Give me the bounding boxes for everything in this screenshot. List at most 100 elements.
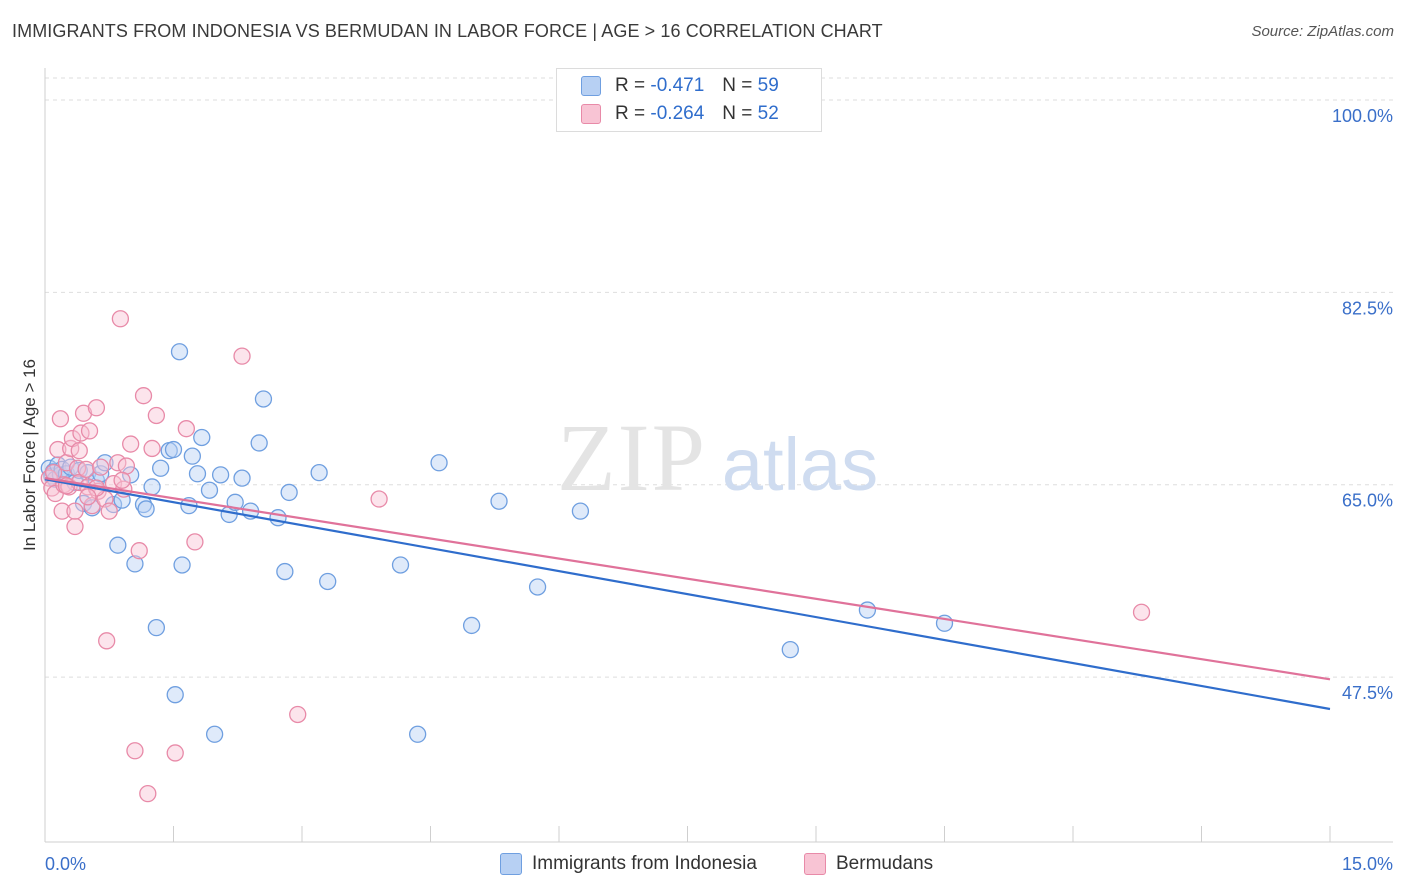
source-label: Source: ZipAtlas.com	[1251, 23, 1394, 40]
chart-title: IMMIGRANTS FROM INDONESIA VS BERMUDAN IN…	[12, 21, 883, 41]
watermark-zip: ZIP	[557, 404, 707, 511]
legend-row-indonesia: R = -0.471 N = 59	[581, 73, 779, 99]
legend-row-bermudans: R = -0.264 N = 52	[581, 101, 779, 127]
bermudan-point	[77, 460, 95, 478]
bermudan-point	[80, 422, 99, 440]
legend-r-label: R =	[615, 75, 646, 96]
y-tick-label: 47.5%	[1342, 683, 1393, 703]
indonesia-point	[200, 481, 219, 499]
series-legend: Immigrants from Indonesia Bermudans	[0, 850, 1406, 878]
bermudan-point	[117, 457, 136, 475]
bermudan-point	[122, 435, 140, 453]
bermudan-point	[139, 784, 157, 803]
indonesia-point	[205, 725, 224, 743]
indonesia-point	[166, 686, 184, 704]
y-tick-label: 65.0%	[1342, 491, 1393, 511]
indonesia-point	[147, 618, 166, 637]
legend-n-label: N =	[722, 103, 753, 124]
indonesia-point	[490, 492, 508, 510]
x-tick-label: 15.0%	[1342, 854, 1393, 874]
indonesia-point	[170, 343, 189, 361]
bermudan-point	[92, 458, 110, 476]
indonesia-point	[126, 555, 144, 573]
legend-r-value: -0.264	[650, 103, 705, 124]
legend-swatch-indonesia	[500, 853, 522, 875]
bermudan-point	[70, 442, 88, 460]
indonesia-point	[109, 536, 127, 554]
bermudan-point	[143, 439, 161, 458]
legend-n-value: 59	[757, 75, 779, 96]
indonesia-point	[462, 616, 481, 635]
indonesia-point	[151, 459, 170, 477]
bermudan-point	[177, 420, 196, 438]
indonesia-point	[122, 466, 140, 484]
indonesia-point	[571, 502, 590, 520]
indonesia-point	[254, 390, 273, 408]
legend-n-label: N =	[722, 75, 753, 96]
legend-swatch-bermudans	[804, 853, 826, 875]
legend-label-bermudans: Bermudans	[836, 853, 934, 874]
bermudan-point	[66, 502, 84, 520]
indonesia-point	[164, 440, 183, 459]
grid-lines	[45, 77, 1393, 678]
indonesia-point	[193, 428, 211, 447]
axes	[44, 68, 1393, 843]
legend-item-indonesia[interactable]: Immigrants from Indonesia	[500, 850, 757, 878]
bermudan-point	[74, 404, 93, 422]
indonesia-point	[269, 509, 287, 527]
bermudan-trend-line	[44, 477, 1331, 681]
indonesia-point	[143, 478, 161, 496]
bermudan-point	[100, 502, 118, 520]
indonesia-point	[188, 465, 207, 483]
y-tick-label: 82.5%	[1342, 298, 1393, 318]
legend-swatch-indonesia	[581, 76, 601, 96]
watermark-atlas: atlas	[722, 423, 878, 506]
bermudan-point	[51, 410, 70, 428]
indonesia-point	[137, 500, 155, 518]
legend-item-bermudans[interactable]: Bermudans	[804, 850, 933, 878]
correlation-legend: R = -0.471 N = 59 R = -0.264 N = 52	[556, 68, 822, 132]
y-axis-label: In Labor Force | Age > 16	[20, 358, 39, 552]
indonesia-point	[183, 447, 201, 465]
bermudan-point	[370, 490, 388, 508]
bermudan-point	[49, 440, 67, 459]
indonesia-point	[250, 434, 268, 452]
indonesia-point	[173, 556, 191, 574]
bermudan-point	[126, 742, 144, 760]
bermudan-point	[166, 744, 184, 762]
legend-label-indonesia: Immigrants from Indonesia	[532, 853, 757, 874]
bermudan-point	[66, 517, 84, 536]
bermudan-point	[111, 310, 130, 328]
bermudan-point	[147, 406, 166, 425]
y-tick-label: 100.0%	[1332, 106, 1393, 126]
legend-r-label: R =	[615, 103, 646, 124]
bermudan-point	[113, 471, 131, 489]
indonesia-point	[310, 463, 328, 482]
indonesia-point	[430, 454, 448, 472]
indonesia-point	[391, 556, 410, 574]
indonesia-point	[233, 469, 251, 487]
indonesia-point	[276, 562, 294, 581]
indonesia-point	[858, 601, 877, 619]
indonesia-point	[280, 483, 298, 502]
bermudan-point	[130, 542, 148, 560]
bermudan-point	[87, 399, 106, 417]
bermudan-point	[98, 632, 116, 650]
bermudan-point	[53, 502, 71, 520]
x-tick-label: 0.0%	[45, 854, 86, 874]
bermudan-point	[233, 347, 251, 365]
indonesia-point	[408, 725, 427, 743]
bermudan-point	[1132, 603, 1151, 621]
legend-r-value: -0.471	[650, 75, 705, 96]
bermudan-point	[79, 488, 97, 506]
indonesia-point	[528, 578, 547, 596]
bermudan-point	[289, 705, 307, 724]
legend-swatch-bermudans	[581, 104, 601, 124]
bermudan-point	[134, 387, 153, 405]
legend-n-value: 52	[757, 103, 779, 124]
indonesia-point	[211, 466, 230, 484]
bermudan-point	[186, 533, 204, 551]
indonesia-trend-line	[44, 478, 1331, 711]
indonesia-point	[319, 572, 337, 591]
